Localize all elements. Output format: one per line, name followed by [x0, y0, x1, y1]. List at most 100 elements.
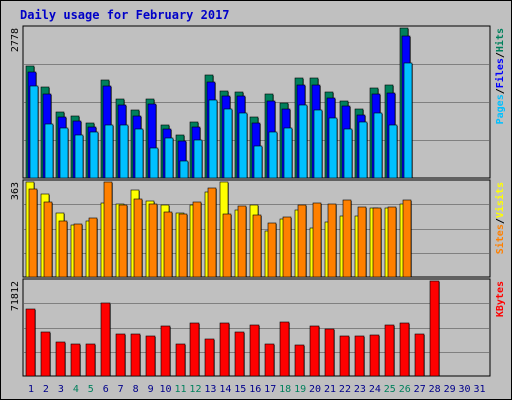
bar-top-pages-day-7 [119, 124, 129, 179]
bar-middle-sites-day-23 [357, 206, 367, 278]
legend-top: Pages/Files/Hits [494, 28, 506, 124]
bar-bottom-kbytes-day-7 [115, 333, 126, 377]
bar-middle-sites-day-7 [118, 204, 128, 278]
legend-entry-top-1: / [495, 88, 506, 94]
bar-top-pages-day-20 [313, 109, 323, 179]
legend-bottom: KBytes [495, 281, 506, 317]
bar-middle-sites-day-12 [192, 201, 202, 278]
max-label-top: 2778 [10, 28, 21, 52]
bar-top-pages-day-5 [89, 131, 99, 179]
day-label-20: 20 [309, 384, 321, 395]
bar-middle-sites-day-19 [297, 204, 307, 278]
max-label-middle: 363 [10, 182, 21, 200]
bar-middle-sites-day-1 [28, 188, 38, 278]
day-label-14: 14 [219, 384, 231, 395]
bar-top-pages-day-16 [253, 145, 263, 179]
day-label-21: 21 [324, 384, 336, 395]
bar-top-pages-day-1 [29, 85, 39, 179]
bar-top-pages-day-15 [238, 112, 248, 179]
bar-bottom-kbytes-day-13 [204, 338, 215, 377]
bar-middle-sites-day-14 [222, 213, 232, 278]
bar-middle-sites-day-21 [327, 203, 337, 278]
bar-bottom-kbytes-day-23 [354, 335, 365, 377]
day-label-16: 16 [249, 384, 261, 395]
bar-top-pages-day-13 [208, 99, 218, 179]
day-label-2: 2 [43, 384, 49, 395]
bar-bottom-kbytes-day-19 [294, 344, 305, 377]
bar-bottom-kbytes-day-21 [324, 328, 335, 377]
day-label-18: 18 [279, 384, 291, 395]
bar-bottom-kbytes-day-26 [399, 322, 410, 377]
legend-entry-middle-0: Sites [494, 224, 506, 254]
bar-bottom-kbytes-day-14 [219, 322, 230, 377]
bar-middle-sites-day-16 [252, 214, 262, 278]
bar-bottom-kbytes-day-16 [249, 324, 260, 377]
bar-bottom-kbytes-day-8 [130, 333, 141, 377]
legend-entry-bottom-0: KBytes [495, 281, 506, 317]
bar-bottom-kbytes-day-27 [414, 333, 425, 377]
bar-top-pages-day-6 [104, 124, 114, 179]
bar-middle-sites-day-13 [207, 187, 217, 278]
bar-middle-sites-day-3 [58, 220, 68, 278]
day-label-3: 3 [58, 384, 64, 395]
bar-top-pages-day-11 [179, 160, 189, 179]
bar-top-pages-day-26 [403, 62, 413, 179]
bar-top-pages-day-14 [223, 108, 233, 179]
day-label-23: 23 [354, 384, 366, 395]
bar-bottom-kbytes-day-18 [279, 321, 290, 377]
bar-top-pages-day-25 [388, 124, 398, 179]
day-label-28: 28 [429, 384, 441, 395]
day-label-10: 10 [160, 384, 172, 395]
day-label-22: 22 [339, 384, 351, 395]
legend-entry-top-2: Files [494, 58, 506, 88]
bar-middle-sites-day-24 [372, 207, 382, 278]
bar-top-pages-day-21 [328, 117, 338, 179]
day-label-11: 11 [174, 384, 186, 395]
bar-top-pages-day-24 [373, 112, 383, 179]
day-label-31: 31 [473, 384, 485, 395]
day-label-4: 4 [73, 384, 79, 395]
legend-entry-top-3: / [495, 52, 506, 58]
bar-bottom-kbytes-day-2 [40, 331, 51, 377]
day-label-7: 7 [118, 384, 124, 395]
day-label-13: 13 [204, 384, 216, 395]
bar-bottom-kbytes-day-12 [189, 322, 200, 377]
day-label-12: 12 [189, 384, 201, 395]
bar-top-pages-day-23 [358, 121, 368, 179]
legend-entry-top-4: Hits [494, 28, 506, 52]
bar-middle-sites-day-5 [88, 217, 98, 278]
bar-middle-sites-day-20 [312, 202, 322, 278]
day-label-15: 15 [234, 384, 246, 395]
bar-bottom-kbytes-day-9 [145, 335, 156, 377]
bar-bottom-kbytes-day-5 [85, 343, 96, 377]
day-label-1: 1 [28, 384, 34, 395]
bar-top-pages-day-2 [44, 123, 54, 179]
legend-entry-middle-2: Visits [494, 182, 506, 218]
bar-top-pages-day-22 [343, 128, 353, 179]
day-label-19: 19 [294, 384, 306, 395]
bar-middle-sites-day-10 [163, 211, 173, 278]
day-label-6: 6 [103, 384, 109, 395]
bar-middle-sites-day-22 [342, 199, 352, 278]
day-label-9: 9 [148, 384, 154, 395]
bar-bottom-kbytes-day-28 [429, 280, 440, 377]
bar-middle-sites-day-2 [43, 201, 53, 278]
day-label-25: 25 [384, 384, 396, 395]
bar-middle-sites-day-15 [237, 205, 247, 278]
bar-middle-sites-day-17 [267, 222, 277, 278]
day-label-5: 5 [88, 384, 94, 395]
bar-middle-sites-day-26 [402, 199, 412, 278]
day-label-29: 29 [444, 384, 456, 395]
bar-top-pages-day-3 [59, 127, 69, 179]
bar-middle-sites-day-4 [73, 223, 83, 278]
bar-middle-sites-day-9 [148, 203, 158, 278]
bar-top-pages-day-9 [149, 147, 159, 179]
bar-bottom-kbytes-day-17 [264, 343, 275, 377]
day-label-27: 27 [414, 384, 426, 395]
day-label-24: 24 [369, 384, 381, 395]
day-label-17: 17 [264, 384, 276, 395]
max-label-bottom: 71812 [10, 281, 21, 311]
bar-bottom-kbytes-day-10 [160, 325, 171, 377]
bar-middle-sites-day-25 [387, 206, 397, 278]
bar-bottom-kbytes-day-1 [25, 308, 36, 377]
